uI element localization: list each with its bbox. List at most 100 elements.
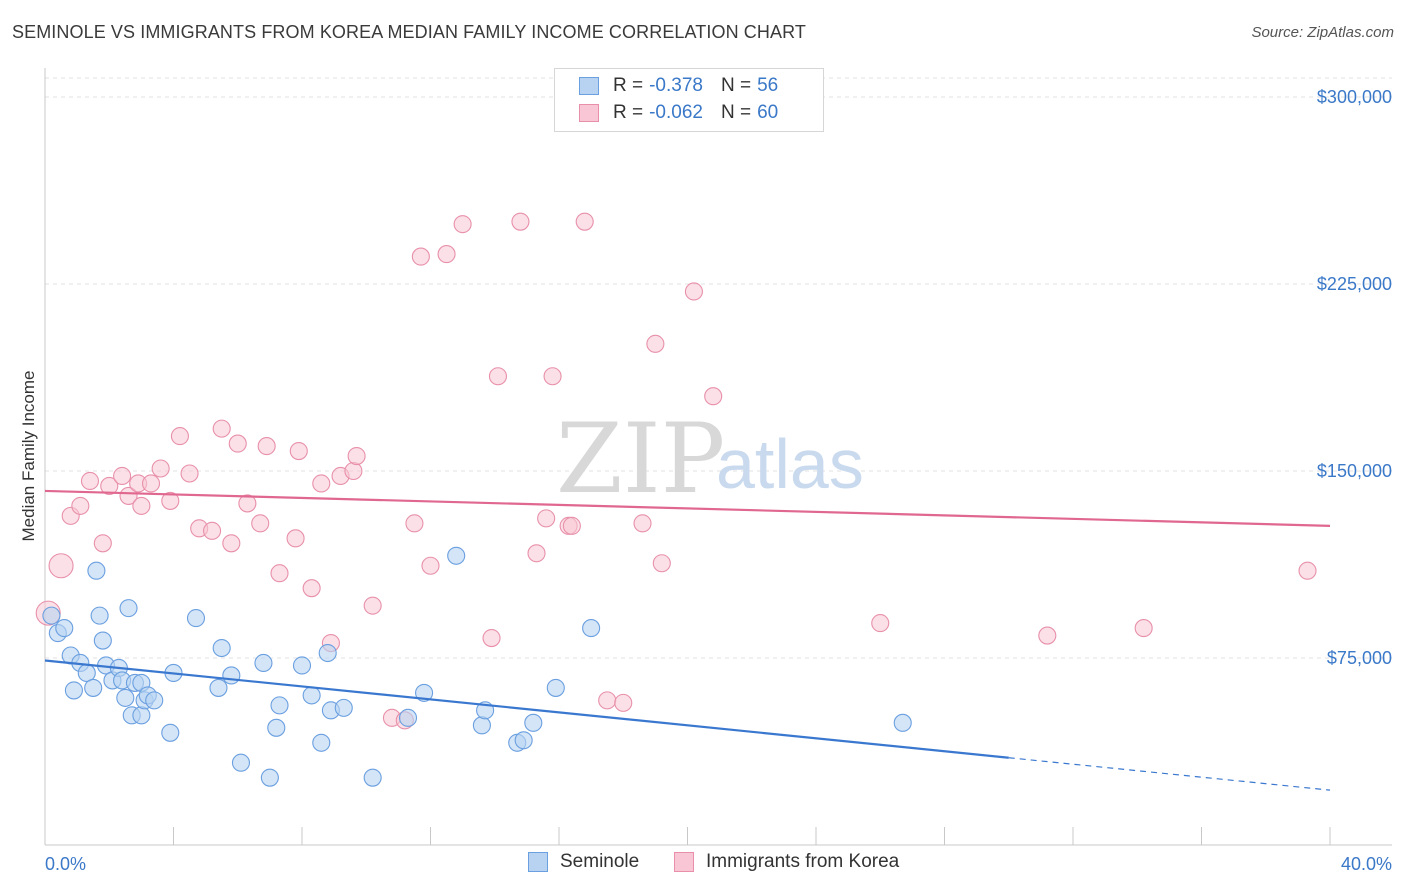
korea-point	[405, 514, 424, 533]
y-tick-label: $225,000	[1317, 274, 1392, 294]
seminole-point	[93, 631, 112, 650]
korea-point	[684, 282, 703, 301]
seminole-point	[447, 546, 466, 565]
seminole-point	[260, 768, 279, 787]
legend-item-seminole[interactable]: Seminole	[528, 851, 639, 873]
seminole-point	[119, 599, 138, 618]
korea-point	[141, 474, 161, 493]
korea-point	[421, 556, 440, 575]
seminole-point	[209, 678, 228, 697]
n-value: 60	[757, 102, 779, 123]
seminole-point	[582, 619, 601, 638]
korea-point	[1134, 619, 1153, 638]
seminole-point	[514, 731, 533, 750]
seminole-point	[64, 681, 83, 700]
legend-label: Seminole	[560, 851, 640, 872]
x-tick-label: 0.0%	[45, 854, 86, 874]
y-tick-label: $150,000	[1317, 461, 1392, 481]
korea-point	[1298, 561, 1317, 580]
korea-point	[286, 529, 305, 548]
seminole-point	[161, 723, 180, 742]
korea-point	[119, 486, 138, 505]
korea-point	[302, 579, 321, 598]
korea-point	[71, 496, 90, 515]
y-axis-label: Median Family Income	[19, 370, 38, 541]
seminole-point	[254, 653, 273, 673]
y-tick-labels: $75,000 $150,000 $225,000 $300,000	[1317, 87, 1392, 668]
korea-point	[289, 442, 308, 461]
seminole-point	[318, 643, 337, 663]
seminole-point	[398, 708, 418, 727]
korea-point	[228, 434, 247, 453]
seminole-trend-extension	[1008, 757, 1331, 791]
legend-label: Immigrants from Korea	[706, 851, 900, 872]
seminole-point	[546, 678, 565, 697]
source-credit: Source: ZipAtlas.com	[1251, 24, 1394, 41]
axes	[44, 68, 1392, 846]
korea-point	[132, 496, 151, 515]
korea-point	[453, 215, 472, 234]
korea-point	[633, 514, 652, 533]
korea-point	[212, 419, 231, 438]
korea-point	[100, 476, 119, 496]
korea-point	[93, 534, 112, 553]
korea-point	[646, 334, 665, 353]
korea-point	[543, 367, 562, 386]
seminole-point	[116, 688, 135, 707]
korea-point	[575, 212, 594, 231]
seminole-point	[145, 691, 164, 710]
y-tick-label: $300,000	[1317, 87, 1392, 107]
seminole-trend-line	[44, 659, 1009, 759]
seminole-point	[42, 606, 61, 625]
korea-point	[527, 544, 546, 563]
korea-point	[238, 494, 257, 513]
seminole-point	[186, 609, 206, 628]
korea-swatch	[579, 104, 599, 122]
korea-point	[344, 461, 363, 481]
korea-point	[871, 614, 890, 633]
r-value: -0.378	[649, 75, 703, 96]
x-tick-label: 40.0%	[1341, 854, 1392, 874]
seminole-point	[267, 718, 286, 737]
seminole-swatch	[579, 77, 599, 95]
korea-point	[614, 693, 633, 712]
korea-point	[151, 459, 170, 478]
n-value: 56	[757, 75, 779, 96]
korea-point	[203, 521, 222, 540]
korea-point	[257, 437, 276, 456]
x-tick-labels: 0.0% 40.0%	[45, 854, 1392, 874]
korea-point	[437, 245, 456, 264]
seminole-point	[84, 678, 103, 697]
r-value: -0.062	[649, 102, 703, 123]
series-legend: Seminole Immigrants from Korea	[0, 851, 1406, 877]
watermark-zip: ZIP	[556, 403, 725, 515]
seminole-point	[302, 686, 321, 705]
korea-point	[347, 446, 366, 466]
korea-trend-line	[44, 489, 1331, 527]
seminole-point	[524, 713, 543, 732]
korea-point	[48, 553, 74, 579]
seminole-point	[231, 753, 251, 772]
seminole-point	[212, 638, 231, 658]
korea-point	[598, 691, 617, 710]
seminole-point	[363, 768, 382, 787]
correlation-legend: R = -0.378 N = 56 R = -0.062 N = 60	[554, 68, 824, 132]
korea-point	[363, 596, 382, 615]
seminole-point	[55, 619, 74, 638]
r-label: R =	[613, 102, 644, 123]
series-seminole-points	[42, 546, 912, 787]
seminole-point	[222, 666, 241, 685]
legend-row-seminole: R = -0.378 N = 56	[579, 73, 778, 99]
y-tick-label: $75,000	[1327, 648, 1392, 668]
korea-swatch	[674, 852, 694, 872]
legend-row-korea: R = -0.062 N = 60	[579, 100, 778, 126]
seminole-point	[334, 698, 353, 717]
korea-point	[180, 464, 199, 483]
seminole-point	[312, 733, 331, 752]
korea-point	[488, 367, 508, 386]
seminole-point	[90, 606, 109, 625]
legend-item-korea[interactable]: Immigrants from Korea	[674, 851, 899, 873]
korea-point	[170, 427, 189, 446]
seminole-point	[270, 696, 289, 715]
